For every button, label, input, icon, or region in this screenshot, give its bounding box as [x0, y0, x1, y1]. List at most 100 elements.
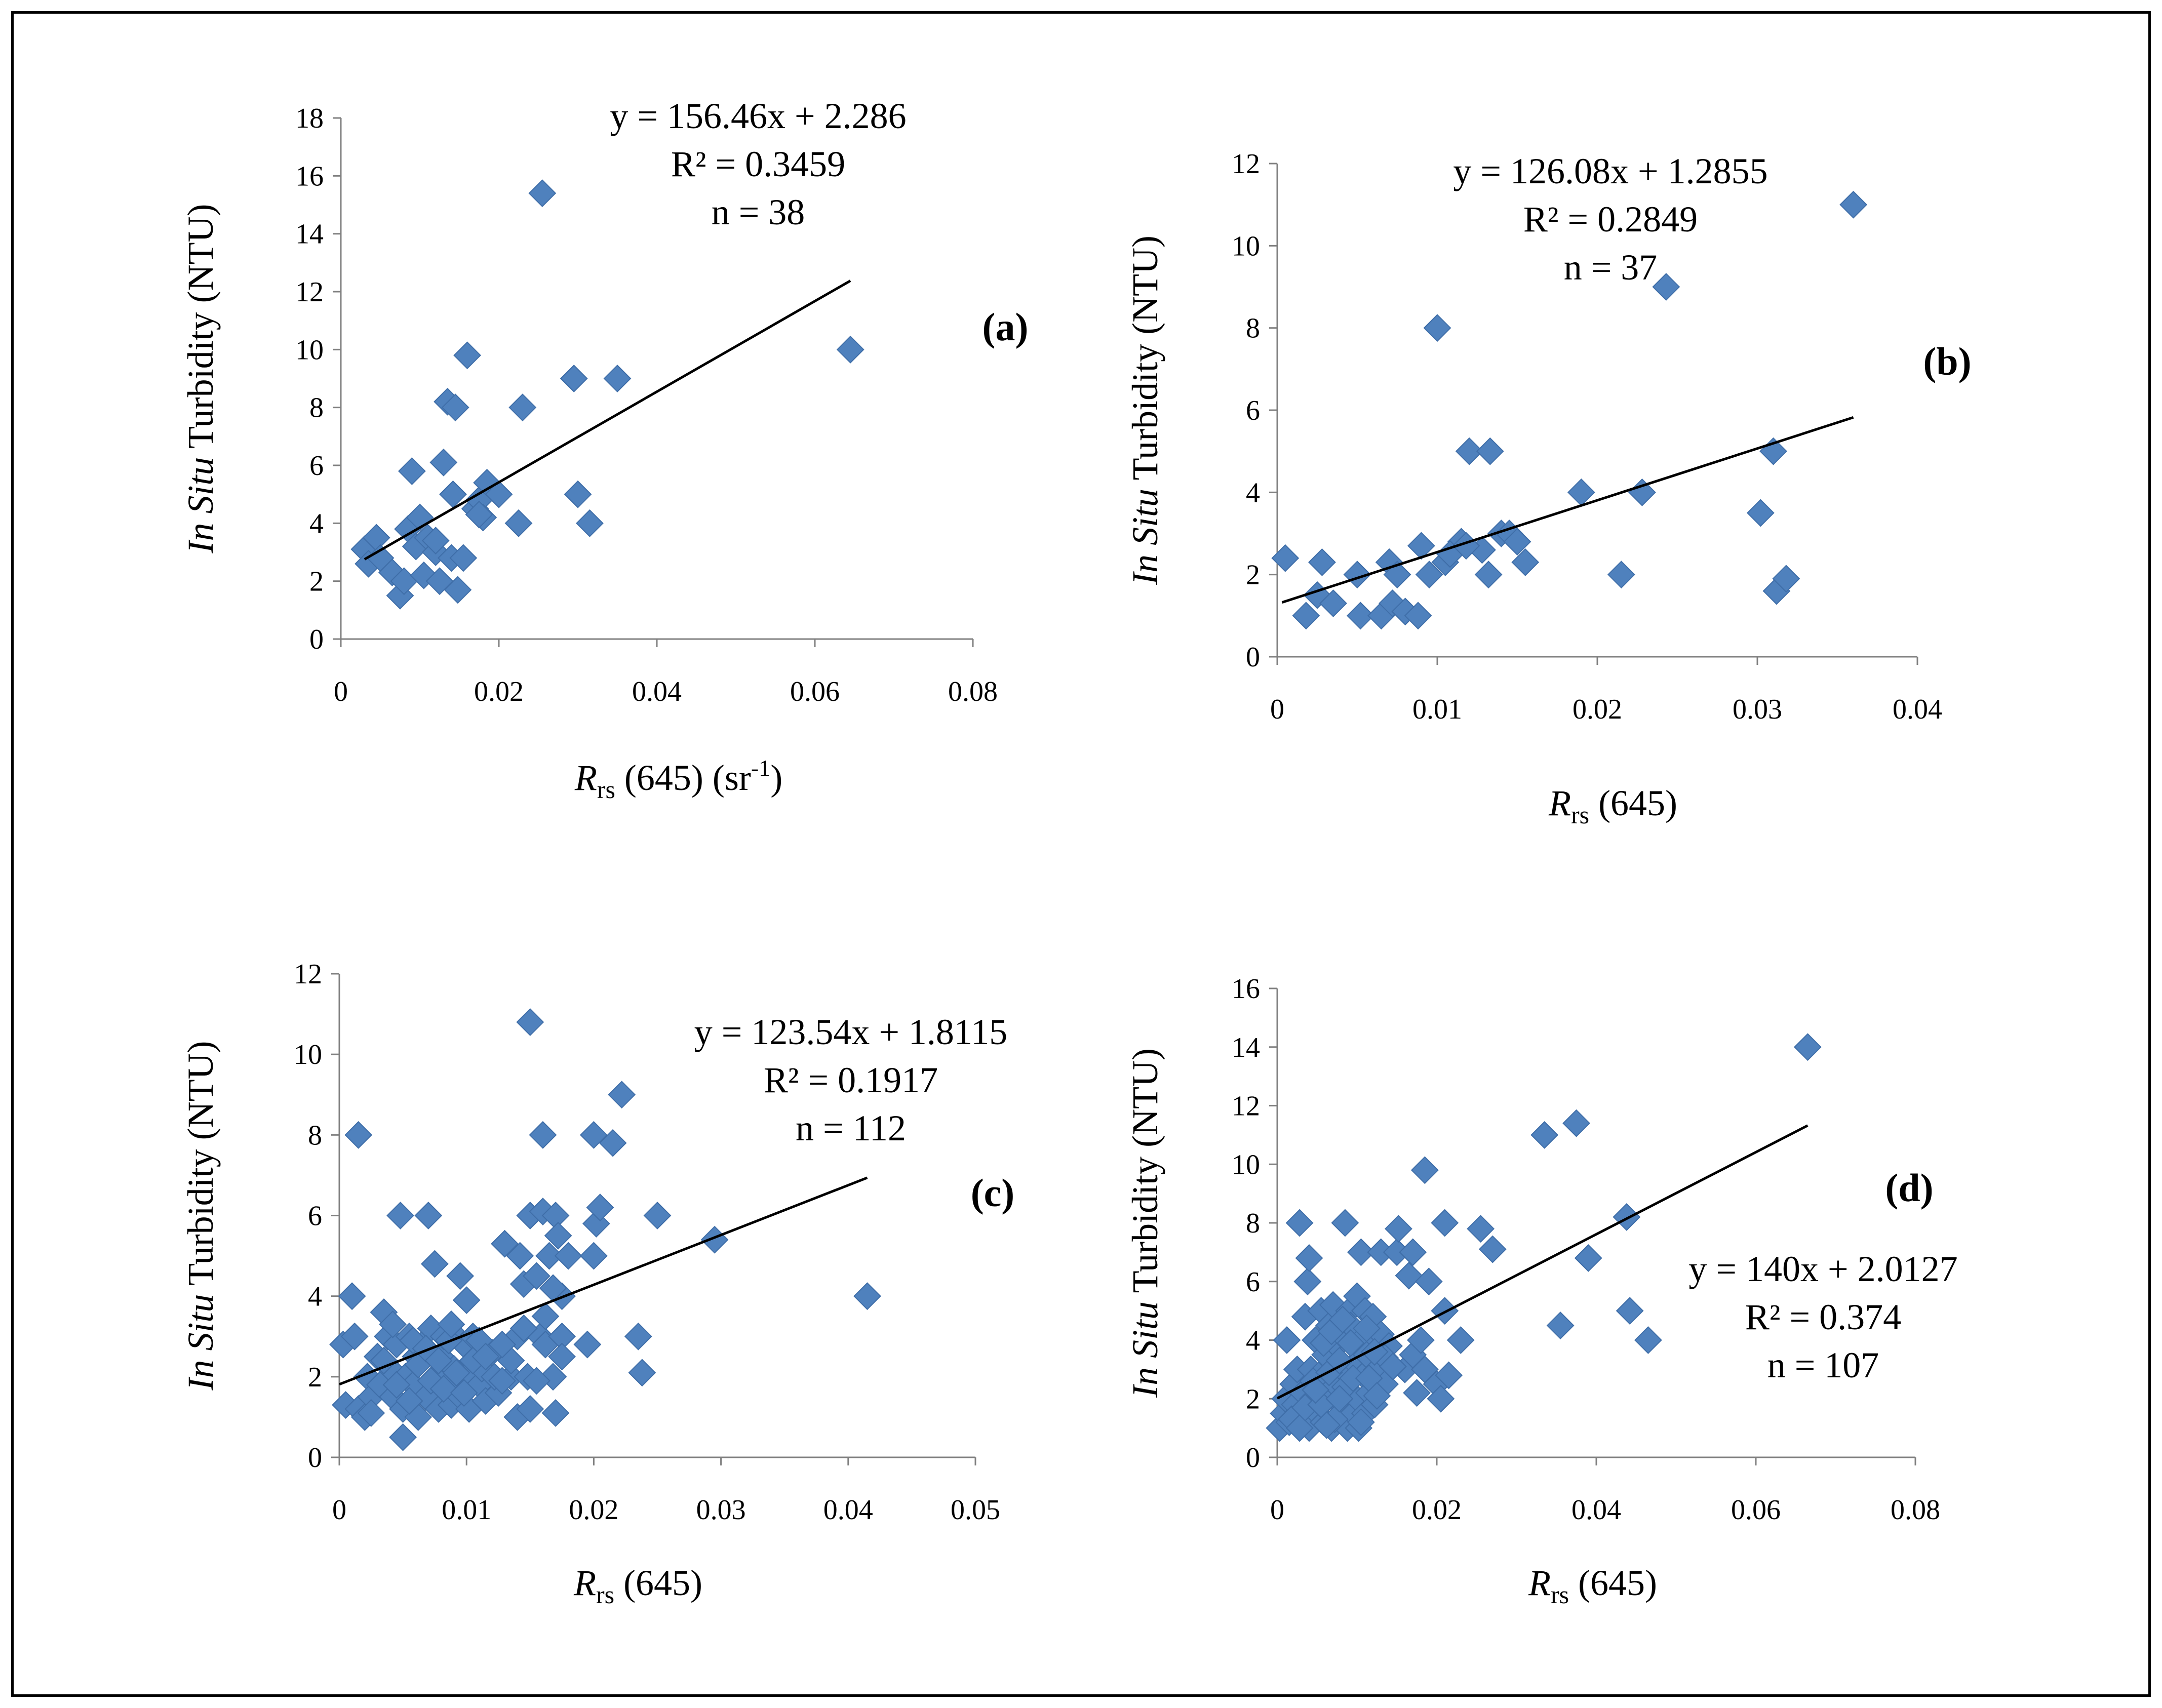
panel-a-data-point [508, 393, 537, 422]
panel-c-data-point [509, 1314, 538, 1342]
panel-a-ytick-label: 8 [309, 392, 324, 424]
panel-c-xtick-label: 0.04 [823, 1494, 873, 1526]
panel-a-xtick-label: 0.06 [790, 676, 840, 707]
panel-d-data-point [1446, 1326, 1475, 1354]
panel-c-data-point [344, 1121, 373, 1149]
panel-c-data-point [357, 1399, 385, 1427]
panel-c-data-point [370, 1346, 398, 1375]
panel-b-data-point [1346, 602, 1374, 630]
panel-c-data-point [579, 1242, 608, 1270]
panel-a-trendline [364, 280, 851, 561]
panel-d-xtick-label: 0.02 [1412, 1494, 1462, 1526]
panel-b-data-point [1511, 548, 1540, 576]
panel-a-ytick-label: 12 [295, 276, 324, 308]
panel-d-data-point [1331, 1209, 1359, 1237]
panel-d-x-axis-label: Rrs (645) [1528, 1563, 1657, 1609]
panel-d-data-point [1403, 1379, 1431, 1407]
panel-a-x-axis-label-rest: (645) (sr [615, 758, 751, 798]
panel-d-data-point [1431, 1209, 1459, 1237]
panel-c-data-point [450, 1379, 478, 1407]
panel-d-data-point [1295, 1244, 1323, 1272]
panel-d-xtick-label: 0 [1270, 1494, 1284, 1526]
panel-a-data-point [444, 576, 472, 604]
panel-c-x-axis-label-main: R [573, 1563, 596, 1603]
panel-c-data-point [535, 1242, 563, 1270]
panel-c-ytick-label: 8 [308, 1120, 322, 1151]
panel-d-r-squared: R² = 0.374 [1745, 1297, 1901, 1337]
panel-c-data-point [442, 1359, 470, 1387]
panel-d-data-point [1328, 1305, 1357, 1334]
panel-c-trendline [339, 1176, 868, 1386]
panel-b-data-point [1271, 544, 1300, 572]
panel-c-data-point [506, 1242, 534, 1270]
panel-b-xtick-label: 0.01 [1412, 694, 1462, 725]
panel-a-data-point [504, 509, 533, 537]
panel-c-data-point [452, 1286, 481, 1315]
panel-b-ytick-label: 6 [1246, 395, 1260, 426]
panel-d-data-point [1285, 1414, 1314, 1442]
panel-d-data-point [1407, 1326, 1435, 1354]
panel-a-data-point [836, 335, 864, 364]
panel-c-data-point [414, 1202, 443, 1229]
panel-d-data-point [1336, 1329, 1365, 1357]
panel-b-x-axis-label-rest: (645) [1589, 783, 1677, 823]
panel-d-y-axis-label-rest: Turbidity (NTU) [1125, 1048, 1165, 1301]
panel-c-data-point [340, 1322, 369, 1350]
panel-b-xtick-label: 0.04 [1893, 694, 1942, 725]
panel-c-data-point [424, 1346, 453, 1375]
panel-b-data-point [1652, 273, 1680, 301]
panel-a-ytick-label: 18 [295, 103, 324, 134]
panel-b-y-axis-label-italic: In Situ [1125, 489, 1165, 585]
panel-c-data-point [586, 1194, 614, 1221]
panel-c-y-axis-label-italic: In Situ [180, 1294, 221, 1391]
panel-c-x-axis-label-sub: rs [596, 1580, 614, 1609]
panel-c-data-point [608, 1081, 636, 1109]
panel-d-data-point [1546, 1312, 1575, 1339]
panel-a-label: (a) [982, 305, 1029, 349]
panel-a-ytick-label: 16 [295, 161, 324, 192]
panel-c-data-point [628, 1359, 656, 1387]
panel-d-data-point [1616, 1297, 1644, 1325]
panel-c-x-axis-label: Rrs (645) [573, 1563, 702, 1609]
panel-c-data-point [488, 1330, 516, 1359]
panel-a-data-point [564, 480, 592, 508]
panel-b-data-point [1292, 602, 1320, 630]
panel-a-ytick-label: 10 [295, 334, 324, 366]
panel-c-ytick-label: 4 [308, 1281, 322, 1313]
panel-b-x-axis-label-sub: rs [1571, 801, 1589, 829]
panel-d-ytick-label: 16 [1232, 973, 1260, 1005]
panel-a-data-point [560, 365, 588, 392]
panel-c-data-point [531, 1302, 560, 1330]
panel-c-xtick-label: 0.05 [951, 1494, 1000, 1526]
panel-b-data-point [1415, 561, 1443, 589]
panel-a-y-axis-label-rest: Turbidity (NTU) [180, 204, 221, 457]
panel-a-data-point [449, 544, 478, 572]
panel-b-data-point [1452, 532, 1480, 560]
panel-c-label: (c) [971, 1171, 1015, 1215]
panel-a-data-point [441, 393, 469, 422]
panel-a-y-axis-label: In Situ Turbidity (NTU) [180, 204, 221, 553]
panel-d-xtick-label: 0.06 [1731, 1494, 1781, 1526]
panel-a-x-axis-label-close: ) [770, 758, 782, 798]
panel-c-x-axis-label-rest: (645) [614, 1563, 702, 1603]
panel-b-data-point [1746, 499, 1775, 527]
panel-c-data-point [522, 1367, 551, 1395]
panel-d: 0 2 4 6 8 10 12 14 16 0 0.02 0.04 0.06 0.08 In Situ Tu… [1125, 973, 1958, 1609]
panel-d-data-point [1379, 1353, 1407, 1381]
panel-d-data-point [1562, 1109, 1591, 1137]
panel-a-x-axis-label: Rrs (645) (sr-1) [574, 755, 782, 804]
panel-b-data-point [1404, 602, 1432, 630]
panel-c-data-point [338, 1282, 366, 1310]
panel-c-data-point [544, 1221, 572, 1250]
panel-a-data-point [453, 341, 482, 370]
panel-a-ytick-label: 2 [309, 566, 324, 598]
panel-b-ytick-label: 4 [1246, 477, 1260, 508]
panel-d-data-point [1293, 1267, 1322, 1296]
panel-d-x-axis-label-rest: (645) [1569, 1563, 1657, 1603]
panel-d-data-point [1613, 1203, 1641, 1231]
panel-c-data-point [395, 1387, 423, 1415]
panel-b-label: (b) [1923, 339, 1971, 383]
panel-a-y-axis-label-italic: In Situ [180, 457, 221, 554]
panel-c: 0 2 4 6 8 10 12 0 0.01 0.02 0.03 0.04 0.05 In Situ Tu… [180, 959, 1014, 1609]
